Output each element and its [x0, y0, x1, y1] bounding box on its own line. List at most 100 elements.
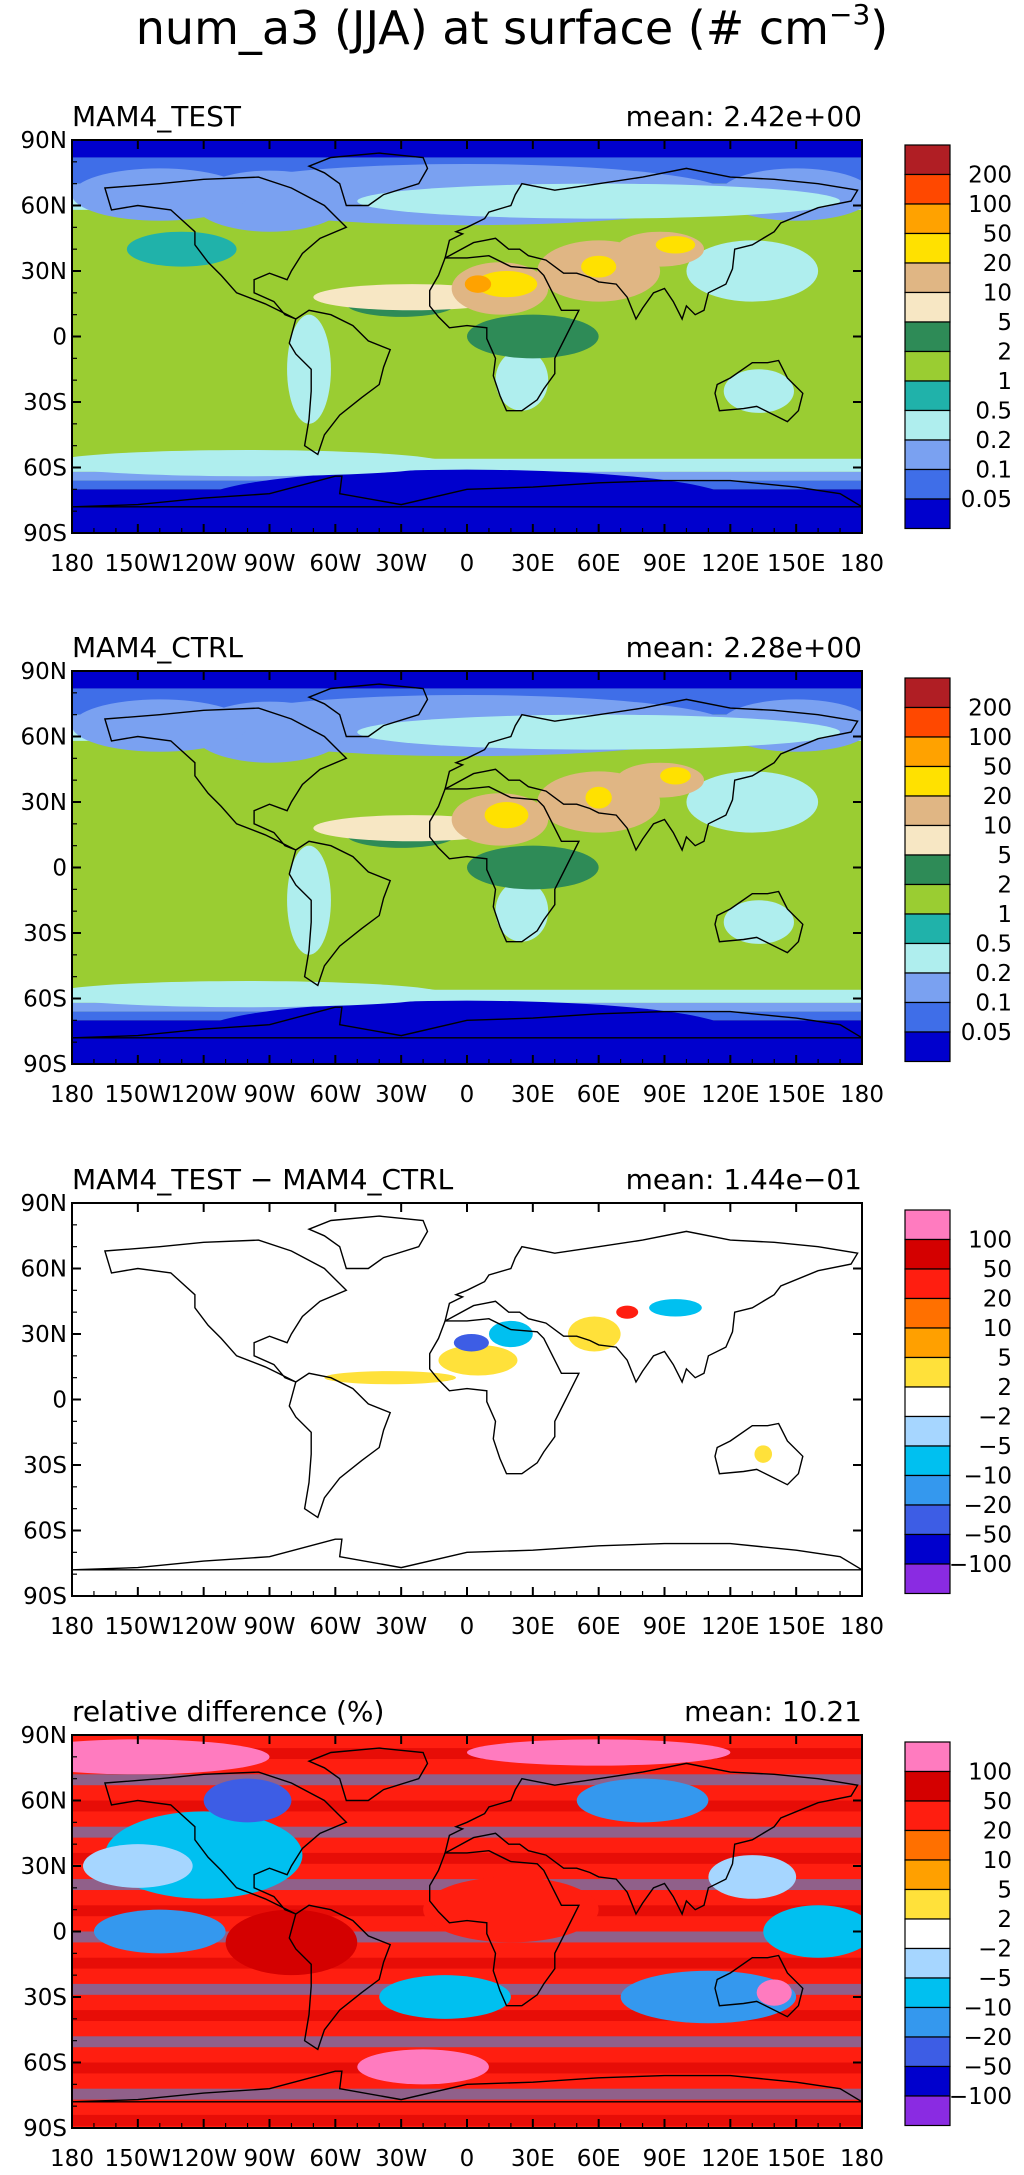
- field-contour: [655, 236, 696, 254]
- colorbar-swatch: [904, 913, 951, 945]
- colorbar-swatch: [904, 1297, 951, 1329]
- colorbar-swatch: [904, 2036, 951, 2068]
- colorbar-label: −5: [978, 1434, 1012, 1460]
- panel-mean: mean: 2.42e+00: [626, 100, 862, 133]
- colorbar-label: 50: [983, 1789, 1012, 1815]
- colorbar-label: 1: [997, 369, 1012, 395]
- colorbar-swatch: [904, 291, 951, 323]
- y-tick-label: 30N: [21, 1322, 67, 1348]
- colorbar-swatch: [904, 1356, 951, 1388]
- y-tick-label: 60S: [23, 456, 67, 482]
- colorbar-swatch: [904, 409, 951, 441]
- x-tick-label: 180: [50, 551, 94, 577]
- x-tick-label: 90E: [643, 1082, 687, 1108]
- x-tick-label: 150E: [767, 551, 825, 577]
- field-contour: [723, 369, 794, 413]
- colorbar-label: −5: [978, 1966, 1012, 1992]
- x-tick-label: 60E: [577, 1614, 621, 1640]
- field-contour: [754, 1445, 773, 1463]
- map-field: [72, 1735, 862, 2128]
- colorbar-swatch: [904, 1859, 951, 1891]
- colorbar-swatch: [904, 203, 951, 235]
- x-tick-label: 150W: [105, 1614, 172, 1640]
- colorbar-label: 0.5: [975, 399, 1012, 425]
- colorbar: 200 100 50 20 10 5 2 1 0.5 0.2 0.1 0.05: [904, 677, 1012, 1063]
- colorbar-swatch: [904, 1770, 951, 1802]
- colorbar-label: 20: [983, 1287, 1012, 1313]
- field-contour: [495, 880, 549, 942]
- colorbar-swatch: [904, 942, 951, 974]
- colorbar-label: 0.05: [961, 1020, 1012, 1046]
- y-tick-label: 0: [52, 1920, 67, 1946]
- x-tick-label: 150E: [767, 1614, 825, 1640]
- panel-mean: mean: 10.21: [684, 1695, 862, 1728]
- lat-band: [72, 1852, 862, 1864]
- x-tick-label: 150E: [767, 1082, 825, 1108]
- field-contour: [649, 1299, 702, 1317]
- x-tick-label: 90E: [643, 1614, 687, 1640]
- field-contour: [585, 786, 612, 809]
- y-tick-label: 60N: [21, 194, 67, 220]
- field-contour: [72, 1739, 270, 1775]
- coastline: [307, 152, 429, 207]
- coastline: [288, 1904, 392, 2051]
- field-contour: [723, 900, 794, 944]
- x-tick-label: 60W: [309, 551, 361, 577]
- y-tick-label: 60N: [21, 725, 67, 751]
- colorbar-label: 50: [983, 755, 1012, 781]
- field-contour: [708, 1855, 797, 1899]
- coastline: [429, 1317, 581, 1475]
- colorbar-swatch: [904, 1001, 951, 1033]
- colorbar-swatch: [904, 1563, 951, 1595]
- x-tick-label: 120W: [170, 2146, 237, 2172]
- field-contour: [423, 1876, 599, 1943]
- coastline: [429, 1849, 581, 2007]
- field-contour: [567, 1316, 621, 1352]
- field-contour: [72, 981, 445, 1008]
- colorbar-label: 2: [997, 1907, 1012, 1933]
- x-tick-label: 90E: [643, 551, 687, 577]
- field-contour: [72, 699, 248, 752]
- colorbar-swatch: [904, 321, 951, 353]
- x-tick-label: 120E: [701, 1614, 759, 1640]
- x-tick-label: 60W: [309, 2146, 361, 2172]
- y-tick-label: 90S: [23, 1052, 67, 1078]
- colorbar-label: −2: [978, 1405, 1012, 1431]
- x-tick-label: 120E: [701, 1082, 759, 1108]
- panel-relative-difference: relative difference (%) mean: 10.21 180 150…: [21, 1695, 1012, 2172]
- colorbar: 200 100 50 20 10 5 2 1 0.5 0.2 0.1 0.05: [904, 144, 1012, 530]
- panel-title: MAM4_TEST: [72, 100, 242, 133]
- field-contour: [453, 1334, 489, 1352]
- colorbar: 100 50 20 10 5 2 −2 −5 −10 −20 −50 −100: [904, 1209, 1012, 1595]
- map-field: [72, 671, 862, 1064]
- colorbar-swatch: [904, 2006, 951, 2038]
- colorbar-label: 10: [983, 281, 1012, 307]
- colorbar-swatch: [904, 1268, 951, 1300]
- colorbar-label: −50: [963, 2055, 1012, 2081]
- colorbar-label: −20: [963, 1493, 1012, 1519]
- y-tick-label: 0: [52, 1388, 67, 1414]
- field-contour: [72, 168, 248, 221]
- colorbar-swatch: [904, 677, 951, 709]
- colorbar-swatch: [904, 1209, 951, 1241]
- figure-title: num_a3 (JJA) at surface (# cm−3): [136, 0, 888, 55]
- coastline: [103, 1771, 348, 1915]
- panel-mean: mean: 2.28e+00: [626, 631, 862, 664]
- colorbar-swatch: [904, 498, 951, 530]
- y-tick-label: 30S: [23, 1453, 67, 1479]
- colorbar-swatch: [904, 736, 951, 768]
- x-tick-label: 150W: [105, 551, 172, 577]
- coastline: [714, 1422, 804, 1486]
- x-tick-label: 120W: [170, 1082, 237, 1108]
- x-tick-label: 180: [50, 1082, 94, 1108]
- field-contour: [581, 255, 617, 278]
- x-tick-label: 30W: [375, 1614, 427, 1640]
- colorbar-label: 100: [968, 1760, 1012, 1786]
- y-tick-label: 30S: [23, 390, 67, 416]
- coastline: [714, 359, 804, 423]
- y-tick-label: 30N: [21, 1854, 67, 1880]
- colorbar-swatch: [904, 1445, 951, 1477]
- colorbar-swatch: [904, 765, 951, 797]
- colorbar-swatch: [904, 350, 951, 382]
- lat-band: [72, 1826, 862, 1838]
